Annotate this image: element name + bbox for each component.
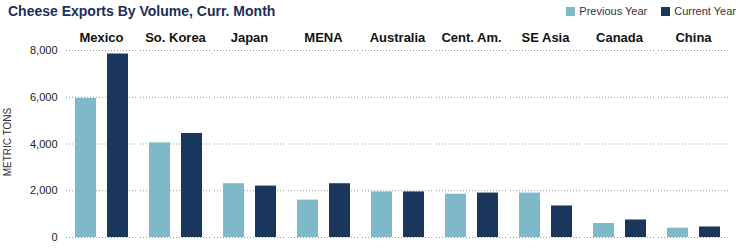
svg-text:Japan: Japan [231, 30, 269, 45]
svg-text:6,000: 6,000 [30, 91, 58, 103]
svg-text:MENA: MENA [304, 30, 343, 45]
svg-text:SE Asia: SE Asia [522, 30, 571, 45]
html-text:Current Year: Current Year [674, 5, 736, 17]
svg-text:So. Korea: So. Korea [145, 30, 206, 45]
svg-text:Canada: Canada [596, 30, 644, 45]
html-text:Cheese Exports By Volume, Curr: Cheese Exports By Volume, Curr. Month [8, 3, 276, 19]
html-text:Previous Year: Previous Year [579, 5, 648, 17]
svg-text:China: China [675, 30, 712, 45]
svg-text:2,000: 2,000 [30, 184, 58, 196]
svg-text:Australia: Australia [370, 30, 426, 45]
svg-text:8,000: 8,000 [30, 44, 58, 56]
svg-text:0: 0 [51, 231, 57, 243]
svg-text:4,000: 4,000 [30, 138, 58, 150]
svg-text:Mexico: Mexico [79, 30, 123, 45]
html-text:METRIC TONS: METRIC TONS [2, 107, 13, 177]
svg-text:Cent. Am.: Cent. Am. [441, 30, 501, 45]
